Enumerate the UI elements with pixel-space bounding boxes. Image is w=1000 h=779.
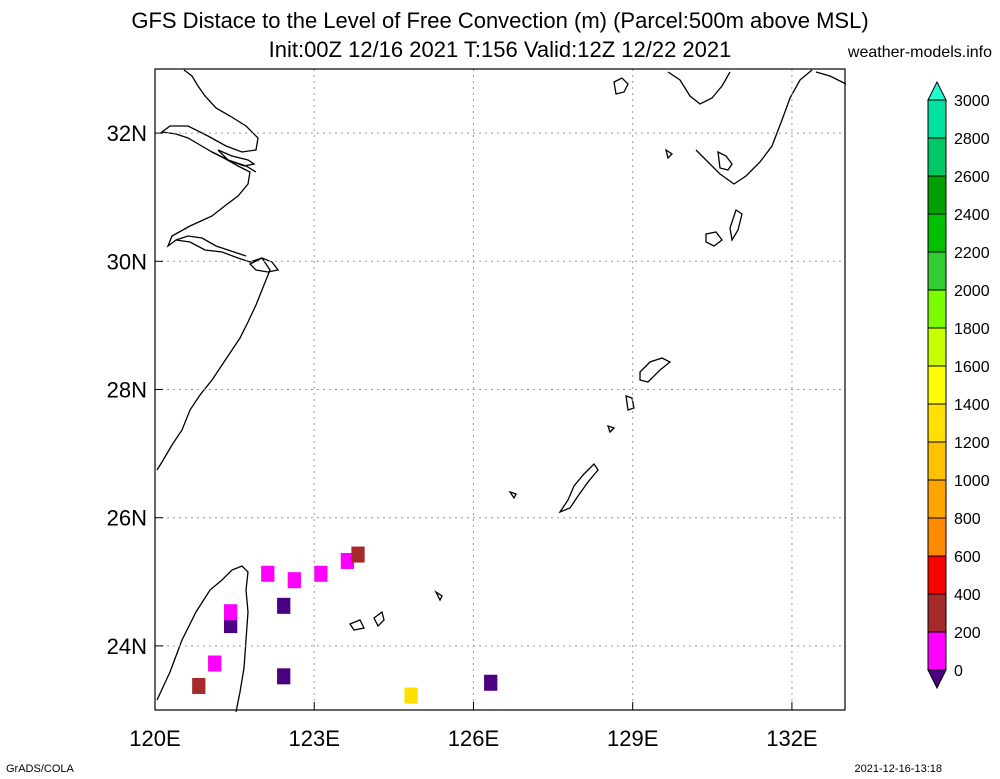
island-kume bbox=[508, 490, 517, 500]
colorbar-segment bbox=[927, 175, 947, 215]
lfc-cell bbox=[224, 617, 238, 634]
colorbar-bottom-arrow bbox=[927, 669, 947, 690]
island-yakushima bbox=[705, 231, 723, 247]
lfc-cell bbox=[404, 687, 418, 704]
lat-tick-label: 30N bbox=[107, 249, 147, 274]
colorbar-level-label: 2600 bbox=[954, 169, 990, 186]
colorbar-segment bbox=[927, 517, 947, 557]
colorbar-level-label: 800 bbox=[954, 511, 981, 528]
colorbar-level-label: 1400 bbox=[954, 397, 990, 414]
lon-tick-label: 120E bbox=[129, 726, 180, 751]
island-okinawa bbox=[558, 462, 599, 514]
island-osumi bbox=[815, 71, 847, 85]
island-chongming bbox=[217, 149, 256, 167]
colorbar-segment bbox=[927, 479, 947, 519]
colorbar-segment bbox=[927, 137, 947, 177]
island-yonaguni bbox=[434, 590, 443, 602]
colorbar-segment bbox=[927, 365, 947, 405]
colorbar-level-label: 1600 bbox=[954, 359, 990, 376]
island-koshiki bbox=[664, 148, 674, 160]
colorbar-level-label: 1000 bbox=[954, 473, 990, 490]
coastline-kyushu bbox=[667, 69, 813, 185]
colorbar-top-arrow bbox=[927, 80, 947, 101]
lfc-cell bbox=[208, 655, 222, 672]
colorbar-segment bbox=[927, 631, 947, 671]
colorbar-level-label: 2800 bbox=[954, 131, 990, 148]
footer-timestamp: 2021-12-16-13:18 bbox=[854, 763, 942, 775]
island-tokunoshima bbox=[625, 395, 635, 411]
colorbar-level-label: 200 bbox=[954, 625, 981, 642]
coastline-china bbox=[156, 69, 271, 471]
map-grid bbox=[154, 69, 845, 710]
lat-tick-label: 26N bbox=[107, 506, 147, 531]
lon-tick-label: 126E bbox=[448, 726, 499, 751]
colorbar-segment bbox=[927, 593, 947, 633]
lon-tick-label: 129E bbox=[607, 726, 658, 751]
island-tanegashima bbox=[729, 208, 743, 242]
lfc-cell bbox=[314, 565, 328, 582]
axis-ticks: 120E 123E 126E 129E 132E 24N 26N 28N 30N 32N bbox=[107, 121, 818, 751]
colorbar-level-label: 400 bbox=[954, 587, 981, 604]
lon-tick-label: 132E bbox=[766, 726, 817, 751]
colorbar-segment bbox=[927, 213, 947, 253]
colorbar-segment bbox=[927, 403, 947, 443]
footer-software: GrADS/COLA bbox=[6, 763, 74, 775]
colorbar-segment bbox=[927, 555, 947, 595]
lat-tick-label: 28N bbox=[107, 378, 147, 403]
island-ishigaki bbox=[349, 619, 365, 631]
coastline-hangzhou bbox=[175, 235, 247, 257]
colorbar-segment bbox=[927, 327, 947, 367]
lfc-cell bbox=[484, 674, 498, 691]
lfc-cell bbox=[261, 565, 275, 582]
lfc-cell bbox=[224, 604, 238, 621]
colorbar-level-label: 2200 bbox=[954, 245, 990, 262]
lfc-cell bbox=[340, 552, 355, 569]
colorbar-segment bbox=[927, 289, 947, 329]
island-jeju-area bbox=[613, 77, 629, 95]
coastline-layer bbox=[156, 69, 847, 713]
colorbar-level-label: 3000 bbox=[954, 93, 990, 110]
map-title-line2: Init:00Z 12/16 2021 T:156 Valid:12Z 12/2… bbox=[268, 37, 732, 62]
colorbar-level-label: 2400 bbox=[954, 207, 990, 224]
island-okinoerabu bbox=[606, 424, 616, 434]
colorbar-level-label: 0 bbox=[954, 663, 963, 680]
lat-tick-label: 32N bbox=[107, 121, 147, 146]
lfc-cell bbox=[287, 572, 301, 589]
colorbar-segment bbox=[927, 441, 947, 481]
island-miyako bbox=[373, 610, 385, 628]
island-zhoushan bbox=[248, 257, 280, 273]
lfc-field-layer bbox=[192, 546, 498, 704]
colorbar: 0 200 400 600 800 1000 1200 1400 1600 1800 2000 220… bbox=[927, 80, 990, 690]
lfc-cell bbox=[277, 597, 291, 614]
lfc-cell bbox=[192, 677, 206, 694]
lon-tick-label: 123E bbox=[289, 726, 340, 751]
coastline-taiwan bbox=[156, 565, 249, 713]
lfc-cell bbox=[351, 546, 365, 563]
colorbar-level-label: 2000 bbox=[954, 283, 990, 300]
island-amami bbox=[639, 357, 672, 383]
colorbar-level-label: 600 bbox=[954, 549, 981, 566]
colorbar-segment bbox=[927, 251, 947, 291]
colorbar-segment bbox=[927, 99, 947, 139]
lat-tick-label: 24N bbox=[107, 634, 147, 659]
coastline-kyushu-inner bbox=[717, 150, 733, 171]
lfc-cell bbox=[277, 668, 291, 685]
colorbar-level-label: 1800 bbox=[954, 321, 990, 338]
colorbar-level-label: 1200 bbox=[954, 435, 990, 452]
map-title-line1: GFS Distace to the Level of Free Convect… bbox=[131, 8, 869, 33]
source-credit: weather-models.info bbox=[847, 44, 992, 61]
